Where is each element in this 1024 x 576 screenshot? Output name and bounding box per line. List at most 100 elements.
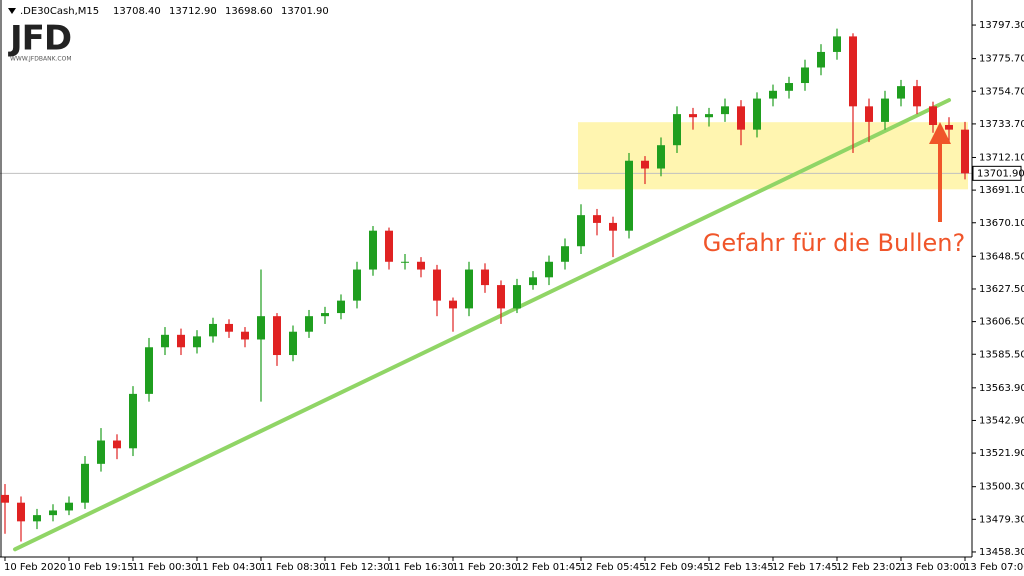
x-tick-label: 11 Feb 16:30 xyxy=(388,562,454,573)
candle-body xyxy=(529,277,537,286)
candle-body xyxy=(513,285,521,309)
candle-body xyxy=(881,98,889,122)
annotation-arrowhead xyxy=(929,122,951,144)
candle-body xyxy=(465,269,473,309)
header-value: 13698.60 xyxy=(225,6,273,17)
y-tick-label: 13627.50 xyxy=(979,284,1024,295)
y-tick-label: 13754.70 xyxy=(979,86,1024,97)
candle-body xyxy=(161,334,169,348)
candle-body xyxy=(257,316,265,340)
candle-body xyxy=(545,261,553,278)
candle-body xyxy=(273,316,281,356)
candle-body xyxy=(433,269,441,301)
y-tick-label: 13797.30 xyxy=(979,20,1024,31)
y-tick-label: 13521.90 xyxy=(979,448,1024,459)
candle-body xyxy=(609,222,617,231)
x-tick-label: 11 Feb 20:30 xyxy=(452,562,518,573)
candle-body xyxy=(497,285,505,309)
candle-body xyxy=(337,300,345,314)
candle-body xyxy=(145,347,153,394)
candle-body xyxy=(97,440,105,464)
candle-body xyxy=(865,106,873,122)
trendline xyxy=(13,98,951,552)
logo-url: WWW.JFDBANK.COM xyxy=(10,56,72,63)
header-value: 13708.40 xyxy=(113,6,161,17)
last-price-label: 13701.90 xyxy=(977,168,1024,179)
candle-body xyxy=(481,269,489,286)
candle-body xyxy=(225,323,233,332)
symbol: .DE30Cash,M15 xyxy=(20,6,99,17)
candle-body xyxy=(689,114,697,118)
candle-body xyxy=(961,129,969,174)
candle-body xyxy=(113,440,121,449)
y-tick-label: 13563.90 xyxy=(979,383,1024,394)
y-tick-label: 13733.70 xyxy=(979,119,1024,130)
candle-body xyxy=(737,106,745,130)
candle-body xyxy=(81,463,89,503)
candle-body xyxy=(241,331,249,340)
y-tick-label: 13542.90 xyxy=(979,415,1024,426)
zone xyxy=(578,122,968,190)
x-tick-label: 11 Feb 08:30 xyxy=(260,562,326,573)
x-tick-label: 12 Feb 01:45 xyxy=(516,562,582,573)
candle-body xyxy=(833,36,841,52)
y-tick-label: 13670.10 xyxy=(979,218,1024,229)
candle-body xyxy=(193,336,201,348)
candle-body xyxy=(417,261,425,270)
annotation: Gefahr für die Bullen? xyxy=(703,229,965,257)
y-tick-label: 13775.70 xyxy=(979,54,1024,65)
candle-body xyxy=(721,106,729,115)
x-tick-label: 10 Feb 2020 xyxy=(4,562,66,573)
x-tick-label: 11 Feb 00:30 xyxy=(132,562,198,573)
x-tick-label: 12 Feb 13:45 xyxy=(708,562,774,573)
header-value: 13712.90 xyxy=(169,6,217,17)
menu-triangle xyxy=(8,8,16,14)
y-tick-label: 13458.30 xyxy=(979,547,1024,558)
candle-body xyxy=(945,124,953,130)
candle-body xyxy=(305,316,313,332)
candle-body xyxy=(929,106,937,125)
x-tick-label: 11 Feb 12:30 xyxy=(324,562,390,573)
candle-body xyxy=(401,261,409,263)
header-value: 13701.90 xyxy=(281,6,329,17)
y-tick-label: 13712.10 xyxy=(979,152,1024,163)
y-tick-label: 13479.30 xyxy=(979,514,1024,525)
candle-body xyxy=(657,145,665,169)
y-tick-label: 13648.50 xyxy=(979,251,1024,262)
candle-body xyxy=(177,334,185,348)
candle-body xyxy=(209,323,217,337)
x-tick-label: 10 Feb 19:15 xyxy=(68,562,134,573)
x-tick-label: 11 Feb 04:30 xyxy=(196,562,262,573)
candle-body xyxy=(17,502,25,522)
candle-body xyxy=(385,230,393,262)
candle-body xyxy=(369,230,377,270)
candle-body xyxy=(353,269,361,301)
candle-body xyxy=(641,160,649,169)
candle-body xyxy=(897,86,905,99)
candle-body xyxy=(673,114,681,146)
x-tick-label: 12 Feb 05:45 xyxy=(580,562,646,573)
y-tick-label: 13585.50 xyxy=(979,349,1024,360)
candle-body xyxy=(817,51,825,68)
x-tick-label: 12 Feb 09:45 xyxy=(644,562,710,573)
x-tick-label: 13 Feb 07:00 xyxy=(964,562,1024,573)
candle-body xyxy=(289,331,297,356)
y-tick-label: 13500.30 xyxy=(979,482,1024,493)
candle-body xyxy=(769,90,777,99)
x-tick-label: 12 Feb 23:02 xyxy=(836,562,902,573)
logo: JFD xyxy=(8,19,71,59)
candle-body xyxy=(913,86,921,107)
candle-body xyxy=(577,215,585,247)
candle-body xyxy=(561,246,569,262)
candle-body xyxy=(33,515,41,522)
candle-body xyxy=(801,67,809,84)
candle-body xyxy=(753,98,761,130)
candle-body xyxy=(1,494,9,503)
candle-body xyxy=(785,83,793,91)
y-tick-label: 13606.50 xyxy=(979,317,1024,328)
last-price-box xyxy=(972,165,1022,181)
candle-body xyxy=(65,502,73,511)
candle-body xyxy=(449,300,457,309)
